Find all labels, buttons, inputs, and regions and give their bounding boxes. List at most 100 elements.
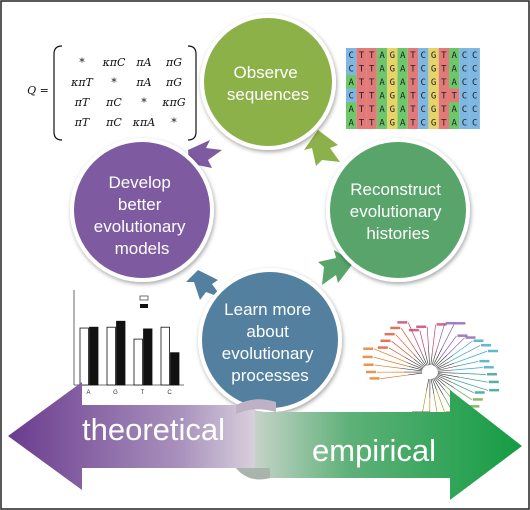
matrix-cell: *: [111, 76, 117, 89]
tree-leaf-branch: [426, 326, 429, 347]
tree-branch: [405, 357, 424, 369]
alignment-cell: [387, 48, 398, 62]
tree-leaf-label: [489, 388, 500, 392]
alignment-base: A: [400, 105, 406, 115]
theoretical-arrow: [8, 382, 255, 490]
tree-leaf-label: [384, 332, 395, 336]
circle-reconstruct-histories: [326, 138, 470, 282]
alignment-base: C: [348, 65, 353, 75]
tree-leaf-label: [488, 380, 499, 384]
tree-branch: [422, 354, 428, 366]
tree-leaf-label: [474, 391, 485, 394]
tree-branch: [436, 375, 453, 384]
alignment-cell: [366, 88, 377, 102]
tree-branch: [437, 374, 451, 379]
alignment-base: T: [410, 105, 416, 115]
tree-branch: [437, 363, 455, 370]
empirical-label: empirical: [312, 433, 436, 468]
alignment-base: G: [431, 105, 436, 115]
matrix-cell: κπT: [70, 76, 94, 89]
alignment-base: T: [369, 78, 375, 88]
alignment-base: A: [400, 92, 406, 102]
alignment-base: T: [410, 51, 416, 61]
alignment-cell: [397, 75, 408, 89]
tree-leaf-branch: [380, 374, 409, 379]
alignment-base: T: [359, 92, 365, 102]
alignment-cell: [428, 102, 439, 116]
tree-leaf-branch: [441, 323, 455, 349]
tree-branch: [432, 348, 443, 366]
alignment-cell: [438, 115, 449, 129]
alignment-cell: [449, 48, 460, 62]
tree-branch: [428, 346, 430, 366]
matrix-cell: πG: [165, 56, 182, 69]
alignment-base: C: [462, 51, 467, 61]
alignment-cell: [449, 75, 460, 89]
alignment-base: A: [379, 92, 385, 102]
alignment-base: A: [379, 65, 385, 75]
tree-leaf-branch: [400, 328, 416, 350]
alignment-base: T: [441, 51, 447, 61]
matrix-cell: *: [141, 96, 147, 109]
sequence-alignment: C T T A G A T C G T A C CC T T A G A T C G T A C CA T T A G A T C G T A C CC…: [346, 48, 480, 129]
tree-leaf-label: [455, 322, 466, 325]
alignment-cell: [449, 61, 460, 75]
bar: [116, 320, 126, 386]
bar: [89, 326, 99, 386]
tree-branch: [435, 376, 446, 386]
tree-leaf-branch: [373, 356, 410, 367]
alignment-base: A: [379, 78, 385, 88]
tree-leaf-label: [472, 398, 483, 401]
tree-leaf-label: [363, 347, 374, 350]
alignment-base: C: [462, 105, 467, 115]
alignment-base: T: [410, 92, 416, 102]
bar-category-label: A: [86, 390, 90, 396]
tree-leaf-label: [363, 363, 374, 367]
alignment-base: C: [421, 119, 426, 129]
tree-leaf-branch: [441, 335, 457, 357]
rate-matrix: Q = * κπC πA πG κπT * πA πG πT πC * κπG πT πC κπA *: [27, 45, 197, 141]
tree-leaf-label: [465, 336, 476, 339]
tree-leaf-label: [473, 339, 484, 343]
alignment-cell: [376, 75, 388, 89]
tree-leaf-label: [445, 321, 456, 325]
alignment-base: C: [472, 105, 477, 115]
develop-label: Develop better evolutionary models: [94, 173, 190, 258]
alignment-cell: [356, 75, 367, 89]
matrix-right-bracket: [187, 45, 197, 141]
tree-leaf-label: [479, 359, 490, 363]
alignment-base: T: [369, 51, 375, 61]
matrix-cell: πT: [74, 116, 91, 129]
tree-branch: [408, 366, 423, 371]
tree-leaf-label: [362, 355, 373, 359]
alignment-base: A: [400, 51, 406, 61]
tree-branch: [400, 367, 423, 372]
alignment-base: A: [379, 119, 385, 129]
matrix-cell: κπA: [132, 116, 155, 129]
tree-leaf-branch: [458, 361, 479, 366]
alignment-base: C: [348, 51, 353, 61]
tree-leaf-label: [457, 334, 468, 337]
alignment-cell: [356, 115, 367, 129]
alignment-cell: [346, 75, 357, 89]
alignment-base: T: [359, 51, 365, 61]
tree-leaf-label: [369, 377, 380, 380]
alignment-cell: [346, 115, 357, 129]
tree-leaf-label: [390, 326, 401, 330]
alignment-cell: [438, 61, 449, 75]
alignment-cell: [366, 48, 377, 62]
alignment-cell: [366, 115, 377, 129]
ribbon-curl: [236, 399, 276, 480]
alignment-base: C: [421, 51, 426, 61]
tree-leaf-branch: [451, 367, 483, 371]
alignment-base: G: [390, 119, 395, 129]
alignment-cell: [469, 115, 480, 129]
tree-branch: [437, 365, 460, 371]
tree-branch: [432, 378, 437, 390]
alignment-cell: [428, 61, 439, 75]
bar: [106, 326, 116, 386]
tree-branch: [406, 362, 423, 370]
tree-leaf-label: [377, 346, 388, 349]
